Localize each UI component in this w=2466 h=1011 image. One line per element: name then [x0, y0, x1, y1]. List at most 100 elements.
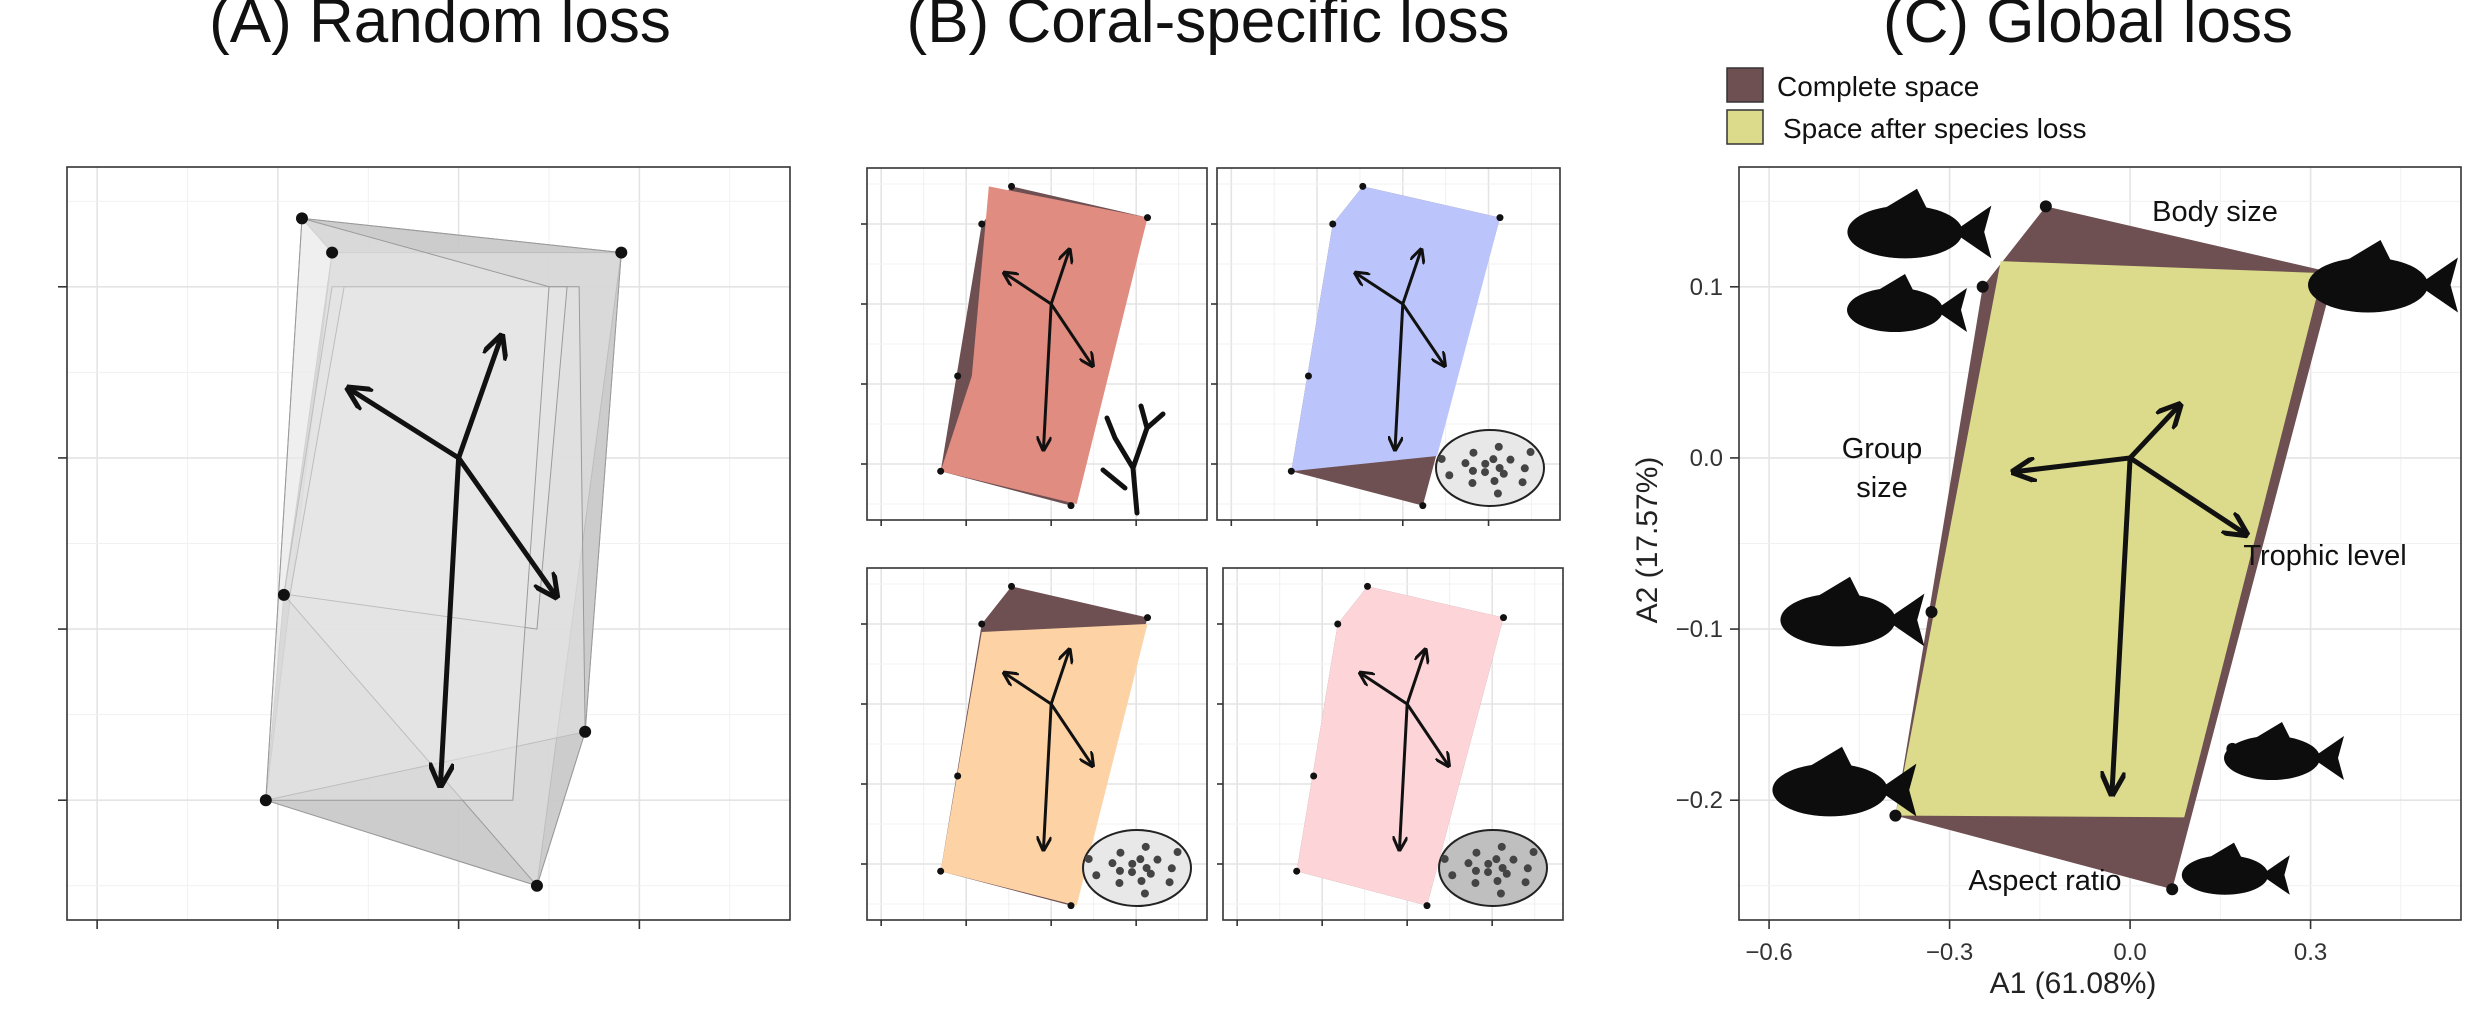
- panel-a-vertex-point: [326, 246, 339, 259]
- x-tick-label: −0.3: [1926, 939, 1973, 966]
- panel-c-trait-arrow: [2127, 455, 2244, 533]
- y-tick-label: −0.2: [1676, 787, 1723, 814]
- panel-a-trait-arrow: [456, 455, 555, 595]
- panel-b-trait-arrow: [1005, 274, 1053, 306]
- legend-label-complete: Complete space: [1777, 71, 1979, 102]
- panel-b: [861, 167, 1564, 926]
- panel-b-trait-arrow: [1049, 651, 1069, 706]
- panel-a-trait-arrow: [441, 455, 462, 783]
- panel-c: −0.6 −0.3 0.0 0.3 0.1 0.0 −0.1 −0.2: [1676, 166, 2462, 966]
- panel-a-vertex-point: [530, 879, 543, 892]
- panel-c-trait-arrow: [2016, 455, 2133, 472]
- panel-b-trait-arrow: [1405, 702, 1448, 765]
- panel-b-trait-arrow: [1401, 302, 1444, 365]
- panel-b-trait-arrow: [1044, 302, 1053, 448]
- panel-b-vertex-point: [1144, 214, 1151, 222]
- legend: Complete space Space after species loss: [1726, 67, 2087, 145]
- panel-b-trait-arrow: [1049, 702, 1092, 765]
- panel-b-trait-arrow: [1049, 251, 1069, 306]
- y-axis-label: A2 (17.57%): [1631, 457, 1664, 624]
- panel-b-vertex-point: [1144, 614, 1151, 622]
- panel-b-trait-arrow: [1361, 674, 1409, 706]
- panel-b-vertex-point: [1334, 620, 1342, 628]
- title-panel-c: (C) Global loss: [1883, 0, 2293, 56]
- panel-b-sub-border: [1222, 567, 1564, 921]
- panel-a-vertex-point: [277, 588, 290, 601]
- panel-b-sub-border: [866, 167, 1208, 521]
- panel-b-vertex-point: [1419, 502, 1427, 510]
- panel-a-hull: [289, 286, 568, 630]
- panel-b-vertex-point: [1359, 182, 1367, 190]
- panel-a-hulls: [265, 217, 622, 887]
- goby-icon: [2224, 722, 2344, 780]
- panel-a-vertex-point: [615, 246, 628, 259]
- panel-b-trait-arrow: [1400, 702, 1409, 848]
- panel-a-vertex-point: [579, 725, 592, 738]
- panel-b-vertex-point: [1496, 214, 1504, 222]
- title-panel-b: (B) Coral-specific loss: [907, 0, 1510, 56]
- branching-coral-icon: [1100, 403, 1166, 516]
- panel-b-vertex-point: [937, 467, 945, 475]
- butterflyfish-icon: [2181, 842, 2290, 895]
- panel-c-vertex-point: [1925, 605, 1938, 618]
- panel-b-vertex-point: [1293, 867, 1301, 875]
- panel-b-vertex-point: [1500, 614, 1507, 622]
- x-tick-label: 0.0: [2113, 939, 2146, 966]
- reduced-space-hull: [1895, 261, 2323, 818]
- panel-c-vertex-point: [2039, 200, 2052, 213]
- panel-b-vertex-point: [1008, 182, 1015, 190]
- trait-label-aspect-ratio: Aspect ratio: [1968, 865, 2121, 897]
- panel-b-trait-arrow: [1395, 302, 1405, 448]
- panel-b-vertex-point: [1067, 902, 1075, 910]
- panel-a-hull: [265, 217, 550, 801]
- panel-b-vertex-point: [978, 620, 986, 628]
- panel-b-vertex-point: [1067, 502, 1075, 510]
- panel-b-vertex-point: [1304, 372, 1312, 380]
- panel-b-vertex-point: [937, 867, 945, 875]
- panel-b-vertex-point: [954, 772, 962, 780]
- panel-b-reduced-hull: [940, 624, 1148, 906]
- title-panel-a: (A) Random loss: [209, 0, 671, 56]
- panel-c-vertex-point: [1976, 280, 1989, 293]
- panel-b-vertex-point: [1329, 220, 1337, 228]
- panel-c-trait-arrow: [2112, 455, 2133, 792]
- panel-b-trait-arrow: [1401, 251, 1421, 306]
- panel-a-vertex-point: [295, 212, 308, 225]
- squirrelfish-icon: [1847, 188, 1992, 259]
- massive-coral-icon: [1082, 829, 1192, 907]
- panel-a-border: [66, 166, 791, 921]
- panel-b-vertex-point: [1310, 772, 1318, 780]
- panel-a-vertex-point: [259, 794, 272, 807]
- y-tick-label: 0.0: [1690, 445, 1723, 472]
- x-axis-label: A1 (61.08%): [1990, 967, 2157, 1000]
- wrasse-icon: [1847, 274, 1967, 332]
- legend-label-after: Space after species loss: [1783, 113, 2087, 144]
- panel-b-vertex-point: [1364, 582, 1371, 590]
- panel-a-trait-arrow: [350, 389, 462, 461]
- panel-b-trait-arrow: [1044, 702, 1053, 848]
- trait-label-group-size-line2: size: [1856, 472, 1908, 504]
- y-tick-label: −0.1: [1676, 616, 1723, 643]
- panel-b-subpanel: [861, 567, 1208, 926]
- panel-a-trait-arrow: [456, 338, 501, 461]
- panel-b-vertex-point: [1008, 582, 1015, 590]
- panel-b-trait-arrow: [1005, 674, 1053, 706]
- tang-icon: [1772, 746, 1917, 817]
- x-tick-label: −0.6: [1745, 939, 1792, 966]
- panel-b-subpanel: [1217, 567, 1564, 926]
- panel-c-trait-arrow: [2127, 407, 2178, 461]
- panel-b-subpanel: [861, 167, 1208, 526]
- y-tick-label: 0.1: [1690, 274, 1723, 301]
- trait-label-body-size: Body size: [2152, 196, 2278, 228]
- dome-coral-icon: [1438, 829, 1548, 907]
- panel-b-vertex-point: [1423, 902, 1431, 910]
- panel-b-sub-border: [1216, 167, 1561, 521]
- legend-swatch-complete: [1726, 67, 1764, 103]
- trait-label-group-size-line1: Group: [1842, 433, 1923, 465]
- panel-b-vertex-point: [978, 220, 986, 228]
- panel-b-reduced-hull: [1296, 586, 1504, 906]
- panel-b-sub-border: [866, 567, 1208, 921]
- panel-b-subpanel: [1211, 167, 1561, 526]
- panel-b-vertex-point: [1287, 467, 1295, 475]
